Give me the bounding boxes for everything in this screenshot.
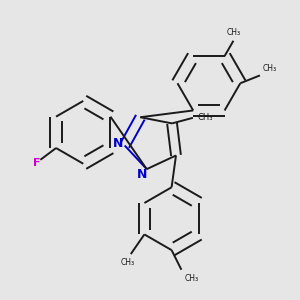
Text: F: F [33,158,40,168]
Text: N: N [112,137,123,150]
Text: N: N [136,167,147,181]
Text: CH₃: CH₃ [263,64,277,74]
Text: CH₃: CH₃ [198,113,213,122]
Text: CH₃: CH₃ [121,258,135,267]
Text: CH₃: CH₃ [184,274,199,283]
Text: CH₃: CH₃ [226,28,241,37]
